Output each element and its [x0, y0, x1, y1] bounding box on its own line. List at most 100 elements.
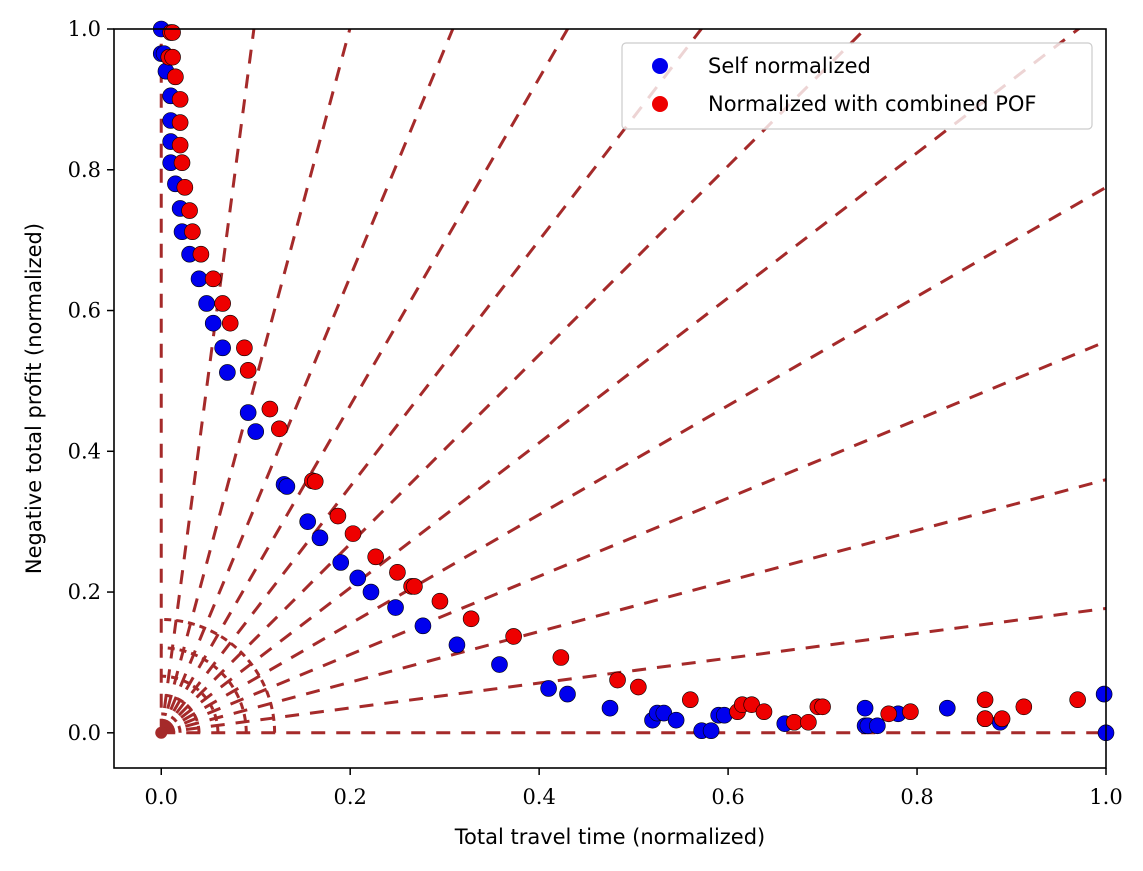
data-point: [389, 564, 406, 581]
data-point: [344, 525, 362, 542]
reference-ray: [160, 29, 868, 734]
data-point: [219, 364, 236, 381]
x-tick-label: 0.8: [900, 785, 933, 809]
legend-marker-combined-pof: [652, 96, 668, 112]
reference-arc: [161, 674, 220, 733]
data-point: [1095, 685, 1113, 703]
legend: Self normalized Normalized with combined…: [621, 42, 1093, 130]
origin-marker: [155, 726, 168, 739]
y-tick-label: 1.0: [68, 17, 101, 41]
data-point: [171, 91, 189, 108]
data-point: [164, 48, 181, 66]
reference-ray: [159, 29, 256, 734]
data-point: [869, 717, 886, 735]
data-point: [190, 270, 208, 288]
legend-box: [621, 42, 1093, 130]
legend-marker-self-normalized: [652, 58, 668, 74]
data-point: [902, 703, 919, 720]
axis-ticks: 0.0 0.2 0.4 0.6 0.8 1.0 0.0 0.2 0.4 0.6 0.8 1.0: [68, 17, 1123, 809]
legend-label-combined-pof: Normalized with combined POF: [708, 92, 1037, 116]
data-point: [630, 678, 647, 696]
data-point: [682, 691, 699, 709]
data-point: [785, 713, 803, 731]
series-combined-pof: [160, 24, 1086, 731]
data-point: [173, 154, 191, 172]
legend-label-self-normalized: Self normalized: [708, 54, 871, 78]
data-point: [181, 202, 198, 219]
data-point: [167, 68, 184, 86]
data-point: [755, 703, 773, 720]
data-point: [204, 314, 222, 332]
x-axis-label: Total travel time (normalized): [454, 825, 766, 849]
data-point: [1069, 691, 1086, 709]
data-point: [976, 691, 994, 709]
data-point: [814, 698, 831, 716]
x-tick-label: 0.2: [333, 785, 366, 809]
data-point: [667, 711, 685, 729]
data-point: [239, 404, 257, 421]
y-tick-label: 0.8: [68, 158, 101, 182]
data-point: [236, 339, 253, 357]
data-point: [993, 710, 1011, 728]
data-point: [271, 420, 288, 438]
data-point: [387, 599, 404, 616]
data-point: [192, 245, 210, 263]
data-point: [247, 423, 265, 440]
data-point: [311, 529, 329, 547]
reference-ray: [160, 478, 1106, 735]
y-tick-label: 0.6: [68, 299, 101, 323]
reference-ray: [160, 29, 1081, 734]
data-point: [505, 628, 522, 645]
data-point: [164, 24, 181, 41]
data-point: [299, 513, 316, 530]
data-point: [171, 114, 189, 131]
data-point: [431, 592, 449, 610]
data-point: [856, 699, 874, 717]
data-point: [214, 339, 231, 357]
data-point: [214, 295, 231, 312]
data-point: [239, 362, 257, 379]
data-point: [800, 713, 817, 731]
data-point: [702, 722, 720, 739]
reference-arc: [161, 712, 182, 733]
reference-ray: [160, 339, 1106, 735]
x-tick-label: 1.0: [1089, 785, 1122, 809]
data-points: [152, 20, 1115, 742]
data-point: [609, 671, 626, 689]
data-point: [601, 699, 619, 717]
x-tick-label: 0.0: [145, 785, 178, 809]
data-point: [329, 507, 347, 525]
data-point: [414, 617, 432, 635]
data-point: [332, 554, 350, 571]
data-point: [198, 295, 215, 312]
data-point: [448, 636, 466, 654]
data-point: [540, 680, 557, 697]
reference-arc: [161, 693, 201, 733]
data-point: [559, 685, 576, 703]
reference-arc: [161, 646, 248, 733]
y-tick-label: 0.2: [68, 580, 101, 604]
y-axis-label: Negative total profit (normalized): [22, 223, 46, 574]
data-point: [976, 710, 994, 728]
x-tick-label: 0.4: [522, 785, 555, 809]
reference-arc: [161, 617, 277, 733]
data-point: [261, 400, 279, 418]
data-point: [491, 656, 508, 673]
data-point: [880, 705, 898, 723]
data-point: [1015, 698, 1033, 716]
plot-frame: [113, 28, 1107, 769]
y-tick-label: 0.4: [68, 439, 101, 463]
data-point: [349, 569, 367, 587]
data-point: [306, 473, 324, 490]
data-point: [367, 548, 384, 566]
data-point: [221, 314, 239, 332]
data-point: [938, 699, 956, 717]
data-point: [176, 179, 194, 196]
data-point: [362, 583, 380, 601]
data-point: [278, 478, 296, 495]
data-point: [406, 578, 423, 595]
reference-ray: [160, 29, 704, 734]
data-point: [204, 270, 222, 288]
data-point: [552, 649, 570, 666]
